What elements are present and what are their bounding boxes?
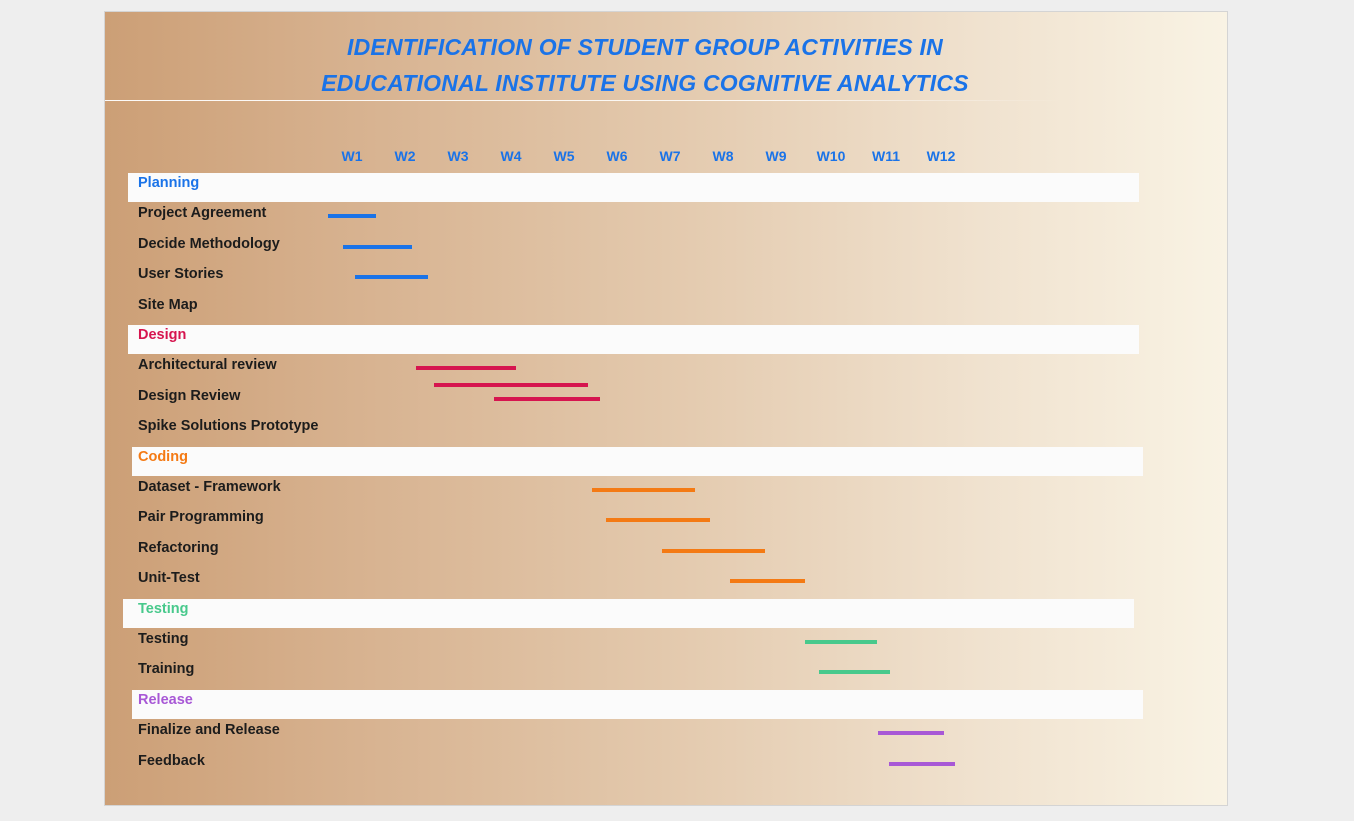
task-bar [606, 518, 710, 523]
category-band-testing [123, 598, 1134, 628]
category-label-release: Release [138, 691, 193, 708]
task-label: Project Agreement [138, 205, 267, 222]
task-bar [328, 214, 376, 219]
task-label: Refactoring [138, 539, 219, 556]
week-label-w4: W4 [500, 148, 522, 164]
category-label-coding: Coding [138, 448, 188, 465]
week-label-w6: W6 [606, 148, 628, 164]
task-label: Unit-Test [138, 570, 200, 587]
task-bar [494, 396, 601, 401]
task-bar [888, 761, 956, 766]
category-band-design [128, 325, 1139, 354]
task-label: Design Review [138, 387, 241, 404]
title-divider [105, 100, 1065, 101]
task-label: User Stories [138, 266, 224, 283]
week-label-w3: W3 [447, 148, 469, 164]
task-bar [415, 366, 517, 371]
week-label-w11: W11 [871, 148, 900, 164]
task-bar [878, 731, 944, 736]
category-band-release [132, 689, 1143, 719]
task-bar [434, 383, 588, 388]
task-label: Finalize and Release [138, 722, 280, 739]
task-label: Dataset - Framework [138, 479, 281, 495]
task-bar [805, 640, 877, 644]
category-label-testing: Testing [138, 600, 189, 617]
task-label: Site Map [138, 296, 198, 313]
week-label-w7: W7 [659, 148, 681, 164]
task-label: Feedback [138, 752, 205, 769]
category-band-planning [128, 173, 1139, 202]
gantt-slide: IDENTIFICATION OF STUDENT GROUP ACTIVITI… [104, 11, 1228, 806]
task-label: Pair Programming [138, 509, 264, 526]
task-label: Architectural review [138, 357, 277, 374]
task-label: Spike Solutions Prototype [138, 418, 319, 435]
task-bar [342, 244, 412, 249]
task-bar [591, 488, 696, 492]
task-label: Decide Methodology [138, 235, 280, 252]
week-label-w10: W10 [816, 148, 846, 164]
chart-title-line-2: EDUCATIONAL INSTITUTE USING COGNITIVE AN… [321, 70, 969, 96]
week-label-w12: W12 [926, 148, 956, 164]
week-label-w9: W9 [765, 148, 787, 164]
chart-title-line-1: IDENTIFICATION OF STUDENT GROUP ACTIVITI… [347, 34, 943, 60]
category-band-coding [132, 446, 1143, 476]
category-label-planning: Planning [138, 175, 200, 191]
category-label-design: Design [138, 327, 187, 343]
task-label: Testing [138, 631, 189, 647]
task-label: Training [138, 661, 195, 678]
task-bar [729, 579, 806, 584]
week-label-w2: W2 [394, 148, 416, 164]
task-bar [662, 548, 766, 553]
week-label-w1: W1 [341, 148, 363, 164]
task-bar [819, 670, 890, 675]
week-label-w5: W5 [553, 148, 575, 164]
week-label-w8: W8 [712, 148, 734, 164]
task-bar [354, 275, 428, 280]
